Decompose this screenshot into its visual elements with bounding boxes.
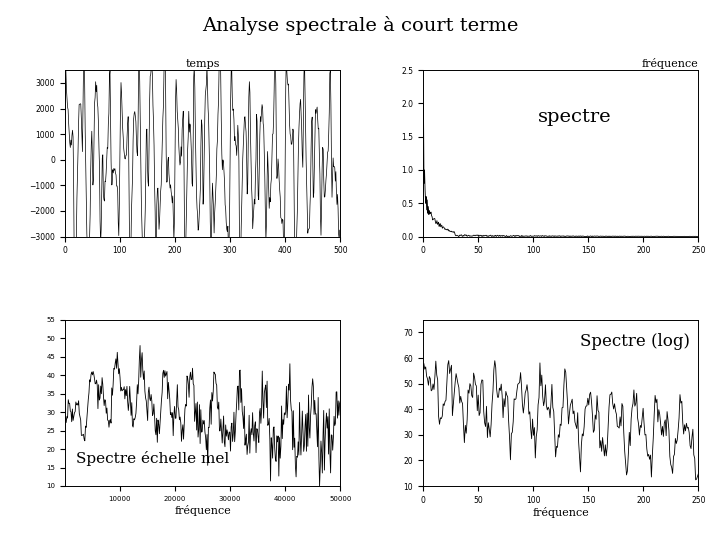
X-axis label: fréquence: fréquence bbox=[174, 504, 231, 516]
X-axis label: fréquence: fréquence bbox=[532, 508, 589, 518]
Text: fréquence: fréquence bbox=[642, 58, 698, 70]
Text: spectre: spectre bbox=[538, 108, 611, 126]
Title: temps: temps bbox=[185, 59, 220, 70]
Text: Spectre (log): Spectre (log) bbox=[580, 333, 690, 350]
Text: Analyse spectrale à court terme: Analyse spectrale à court terme bbox=[202, 16, 518, 35]
Text: Spectre échelle mel: Spectre échelle mel bbox=[76, 451, 229, 466]
